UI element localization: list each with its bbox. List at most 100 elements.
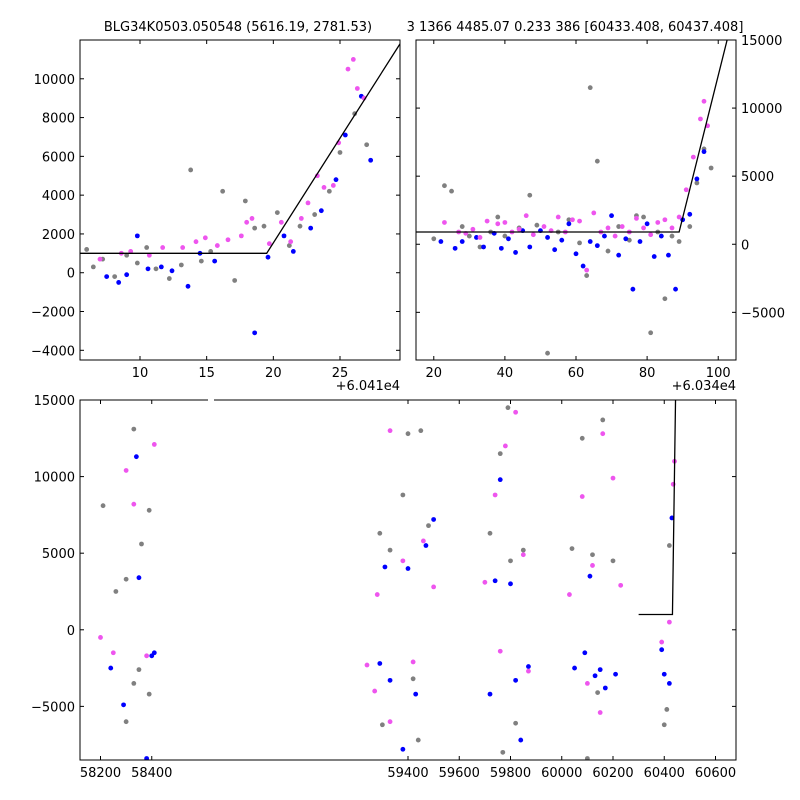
data-point xyxy=(426,523,431,529)
data-point xyxy=(131,501,137,507)
data-point xyxy=(623,236,629,242)
data-point xyxy=(506,236,511,242)
data-point xyxy=(308,225,314,231)
data-point xyxy=(590,563,595,568)
data-point xyxy=(326,188,332,194)
data-point xyxy=(400,746,406,752)
data-point xyxy=(423,543,429,548)
data-point xyxy=(644,221,650,227)
data-point xyxy=(387,428,393,434)
data-point xyxy=(666,543,672,548)
x-tick-label: 40 xyxy=(497,366,514,381)
data-point xyxy=(244,219,250,225)
data-point xyxy=(364,662,370,668)
data-point xyxy=(342,132,348,138)
top-left-panel: 10 15 20 25 −4000 −2000 0 2000 4000 6000 8000 10000… xyxy=(31,39,401,394)
data-point xyxy=(145,266,151,272)
data-point xyxy=(570,217,575,223)
data-point xyxy=(498,245,504,251)
x-tick-label: 60200 xyxy=(592,766,633,781)
data-point xyxy=(602,685,608,691)
y-tick-label: −4000 xyxy=(31,344,75,359)
data-point xyxy=(648,330,654,336)
data-point xyxy=(605,248,611,254)
data-point xyxy=(90,264,96,270)
data-point xyxy=(477,244,483,250)
data-point xyxy=(592,673,598,679)
data-point xyxy=(410,676,416,682)
top-right-panel: 20 40 60 80 100 −5000 0 5000 10000 15000 +6.034e4 xyxy=(415,34,785,394)
data-point xyxy=(415,737,421,743)
data-point xyxy=(100,503,106,509)
data-point xyxy=(605,225,611,231)
y-tick-label: 5000 xyxy=(42,547,75,562)
data-point xyxy=(520,547,526,553)
data-point xyxy=(482,579,488,585)
axis-break-gap xyxy=(208,396,214,404)
data-point xyxy=(379,722,385,728)
data-point xyxy=(477,235,483,240)
x-tick-label: 59800 xyxy=(490,766,531,781)
data-point xyxy=(673,286,678,292)
data-point xyxy=(569,546,575,551)
data-point xyxy=(545,235,550,240)
data-point xyxy=(577,218,582,224)
y-tick-label: 5000 xyxy=(741,170,774,185)
data-point xyxy=(452,245,458,251)
data-point xyxy=(198,258,204,264)
data-point xyxy=(193,239,199,245)
y-tick-label: 4000 xyxy=(42,189,75,204)
x-tick-label: 25 xyxy=(332,366,349,381)
data-point xyxy=(664,707,670,712)
data-point xyxy=(212,258,218,264)
data-point xyxy=(278,219,284,225)
data-point xyxy=(600,417,606,423)
data-point xyxy=(616,252,622,258)
data-point xyxy=(153,266,159,272)
data-point xyxy=(350,56,356,62)
data-point xyxy=(487,530,493,536)
data-point xyxy=(449,188,454,194)
data-point xyxy=(566,221,572,227)
data-point xyxy=(530,232,536,238)
data-point xyxy=(121,702,126,708)
data-point xyxy=(508,581,513,587)
data-point xyxy=(124,252,130,258)
data-point xyxy=(619,224,625,229)
data-point xyxy=(555,214,561,220)
data-point xyxy=(610,475,616,481)
data-point xyxy=(658,233,664,239)
data-point xyxy=(318,208,324,214)
data-point xyxy=(274,210,280,216)
data-point xyxy=(580,263,586,269)
data-point xyxy=(661,671,667,677)
x-tick-label: 20 xyxy=(426,366,443,381)
data-point xyxy=(160,245,166,250)
data-point xyxy=(618,582,624,588)
data-point xyxy=(330,183,336,188)
data-point xyxy=(666,619,672,625)
x-tick-label: 60600 xyxy=(695,766,736,781)
left-panel-title: BLG34K0503.050548 (5616.19, 2781.53) xyxy=(104,20,372,35)
data-point xyxy=(123,468,129,473)
data-point xyxy=(112,274,118,280)
data-point xyxy=(377,530,383,536)
data-point xyxy=(387,719,393,725)
data-point xyxy=(505,405,511,411)
data-point xyxy=(497,648,503,654)
data-point xyxy=(290,248,296,254)
data-point xyxy=(374,592,380,597)
y-tick-label: 0 xyxy=(67,267,75,282)
data-point xyxy=(508,558,513,564)
data-point xyxy=(662,217,668,223)
data-point xyxy=(676,214,682,220)
data-point xyxy=(708,165,714,171)
x-tick-label: 100 xyxy=(706,366,731,381)
data-point xyxy=(252,225,258,231)
y-tick-label: 10000 xyxy=(741,102,782,117)
data-point xyxy=(124,272,130,278)
data-point xyxy=(136,575,142,581)
data-point xyxy=(552,247,558,253)
data-point xyxy=(523,213,529,219)
data-point xyxy=(144,245,150,250)
